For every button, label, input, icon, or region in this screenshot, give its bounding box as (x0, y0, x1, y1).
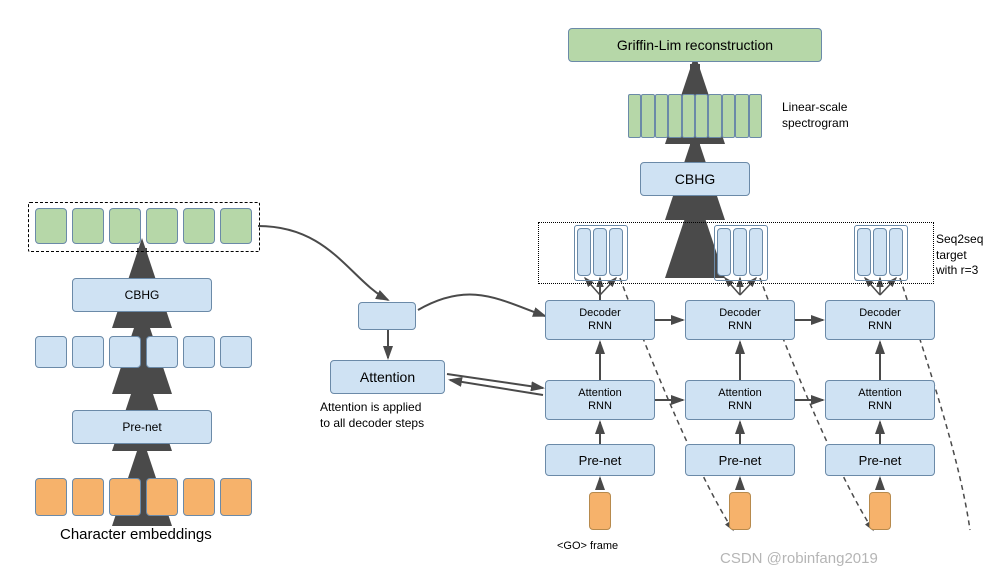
attention-label: Attention (360, 369, 415, 385)
spectrogram-strip (695, 94, 708, 138)
decoder-output-group (854, 225, 908, 281)
enc-plain-cell (183, 336, 215, 368)
go-frame-label: <GO> frame (557, 540, 618, 552)
spectrogram-strip (749, 94, 762, 138)
spectrogram-strip (628, 94, 641, 138)
decoder-input-frame (589, 492, 611, 530)
enc-green-cell (183, 208, 215, 244)
spectrogram-label: Linear-scalespectrogram (782, 100, 849, 131)
enc-orange-cell (72, 478, 104, 516)
encoder-cbhg-label: CBHG (125, 288, 160, 302)
decoder-output-group (574, 225, 628, 281)
decoder-rnn-box: DecoderRNN (825, 300, 935, 340)
enc-plain-cell (72, 336, 104, 368)
enc-orange-cell (35, 478, 67, 516)
enc-plain-cell (35, 336, 67, 368)
watermark: CSDN @robinfang2019 (720, 550, 878, 567)
decoder-rnn-box: DecoderRNN (545, 300, 655, 340)
decoder-prenet-box: Pre-net (685, 444, 795, 476)
enc-green-cell (35, 208, 67, 244)
enc-plain-cell (220, 336, 252, 368)
enc-green-cell (220, 208, 252, 244)
enc-orange-cell (109, 478, 141, 516)
enc-orange-cell (146, 478, 178, 516)
decoder-input-frame (729, 492, 751, 530)
attention-caption: Attention is appliedto all decoder steps (320, 400, 424, 431)
enc-green-cell (146, 208, 178, 244)
encoder-prenet-label: Pre-net (122, 420, 161, 434)
decoder-prenet-box: Pre-net (825, 444, 935, 476)
seq2seq-label: Seq2seq targetwith r=3 (936, 232, 995, 279)
attention-rnn-box: AttentionRNN (825, 380, 935, 420)
enc-green-cell (109, 208, 141, 244)
enc-orange-cell (220, 478, 252, 516)
char-embeddings-label: Character embeddings (60, 526, 212, 543)
postnet-cbhg-box: CBHG (640, 162, 750, 196)
attention-rnn-box: AttentionRNN (685, 380, 795, 420)
spectrogram-strip (655, 94, 668, 138)
griffin-lim-label: Griffin-Lim reconstruction (617, 37, 773, 53)
enc-plain-cell (146, 336, 178, 368)
spectrogram-strip (682, 94, 695, 138)
enc-orange-cell (183, 478, 215, 516)
encoder-cbhg-box: CBHG (72, 278, 212, 312)
attention-box: Attention (330, 360, 445, 394)
spectrogram-strip (735, 94, 748, 138)
attention-rnn-box: AttentionRNN (545, 380, 655, 420)
enc-plain-cell (109, 336, 141, 368)
griffin-lim-box: Griffin-Lim reconstruction (568, 28, 822, 62)
spectrogram-strip (708, 94, 721, 138)
attention-context-box (358, 302, 416, 330)
spectrogram-strip (668, 94, 681, 138)
enc-green-cell (72, 208, 104, 244)
postnet-cbhg-label: CBHG (675, 171, 715, 187)
spectrogram-strip (722, 94, 735, 138)
encoder-prenet-box: Pre-net (72, 410, 212, 444)
decoder-rnn-box: DecoderRNN (685, 300, 795, 340)
decoder-prenet-box: Pre-net (545, 444, 655, 476)
decoder-output-group (714, 225, 768, 281)
decoder-input-frame (869, 492, 891, 530)
spectrogram-strip (641, 94, 654, 138)
